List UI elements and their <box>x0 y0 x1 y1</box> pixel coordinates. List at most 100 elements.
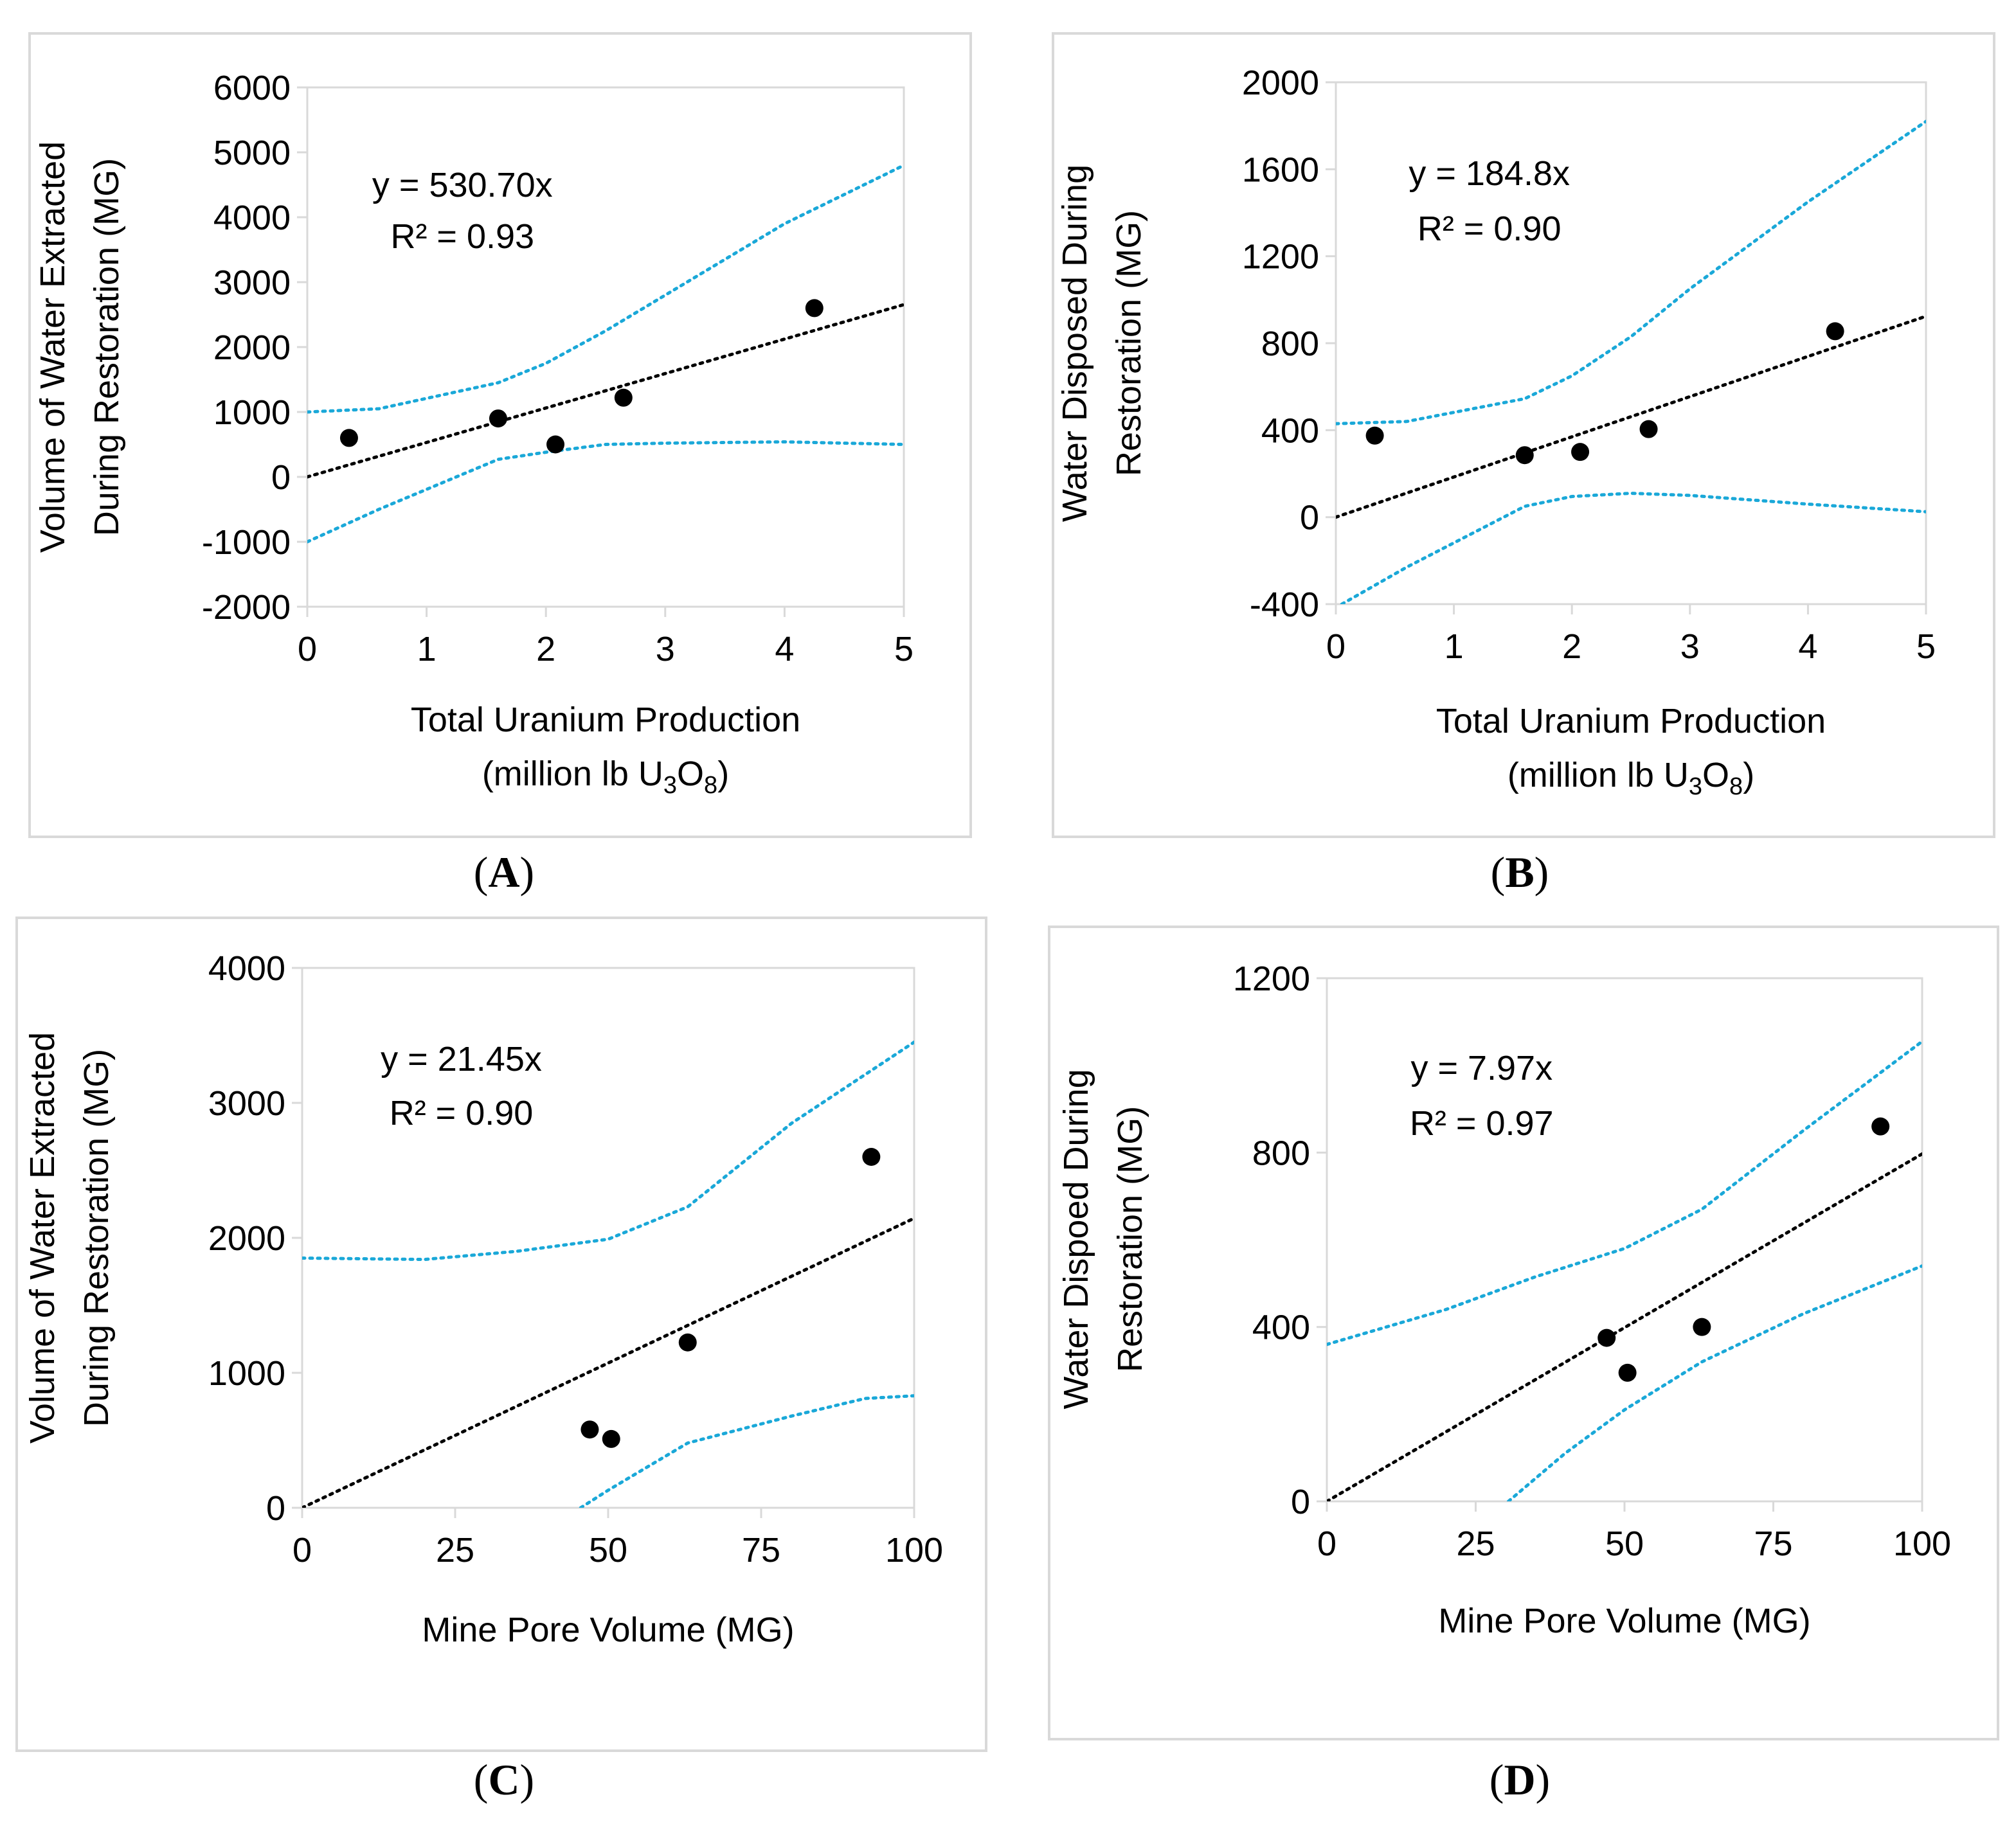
x-tick-label: 0 <box>292 1531 312 1569</box>
x-tick-label: 50 <box>1605 1525 1644 1563</box>
x-tick-label: 5 <box>894 630 914 668</box>
x-tick-label: 25 <box>436 1531 474 1569</box>
series-group <box>1327 1039 1922 1501</box>
r-squared: R² = 0.90 <box>1418 210 1562 248</box>
x-tick-label: 3 <box>1680 627 1700 666</box>
y-axis-label: Restoration (MG) <box>1110 210 1148 476</box>
x-tick-label: 0 <box>1317 1525 1336 1563</box>
chart-panel-d: 0 400 800 1200 0 25 50 75 100 y = 7.97x R² = 0.97 M… <box>1048 925 1999 1740</box>
chart-panel-a: -2000 -1000 0 1000 2000 3000 4000 5000 6000 0 1 2 3 4… <box>28 32 972 838</box>
lower-confidence-band <box>1340 491 1926 604</box>
data-point <box>1639 420 1658 438</box>
chart-frame <box>1052 32 1995 838</box>
y-tick-label: 1000 <box>213 393 291 432</box>
y-tick-label: 1000 <box>208 1354 285 1393</box>
y-tick-label: 1200 <box>1242 238 1319 276</box>
lower-confidence-band <box>1506 1264 1922 1501</box>
y-tick-label: 3000 <box>208 1084 285 1123</box>
y-tick-label: -400 <box>1250 586 1319 624</box>
r-squared: R² = 0.93 <box>390 217 534 256</box>
y-axis-label: Volume of Water Extracted <box>23 1032 62 1444</box>
x-tick-label: 75 <box>742 1531 780 1569</box>
x-axis-label: (million lb U3O8) <box>1508 756 1754 800</box>
x-tick-label: 50 <box>589 1531 627 1569</box>
panel-label: (B) <box>1491 848 1549 897</box>
x-axis-label: Total Uranium Production <box>411 701 800 739</box>
x-tick-label: 100 <box>885 1531 943 1569</box>
y-tick-label: 400 <box>1252 1309 1310 1347</box>
x-tick-label: 0 <box>298 630 317 668</box>
data-point <box>1515 446 1534 465</box>
x-tick-label: 4 <box>1798 627 1817 666</box>
y-tick-label: 1600 <box>1242 150 1319 189</box>
x-tick-label: 100 <box>1893 1525 1951 1563</box>
trend-equation: y = 21.45x <box>381 1040 542 1078</box>
y-tick-label: -1000 <box>202 523 291 562</box>
chart-frame <box>1048 925 1999 1740</box>
upper-confidence-band <box>1327 1039 1922 1346</box>
y-tick-label: 800 <box>1261 325 1319 363</box>
chart-frame <box>28 32 972 838</box>
x-axis-label: (million lb U3O8) <box>482 755 729 799</box>
data-point <box>1871 1117 1890 1136</box>
x-tick-label: 1 <box>1444 627 1464 666</box>
y-tick-label: -2000 <box>202 588 291 627</box>
x-tick-label: 25 <box>1456 1525 1495 1563</box>
y-tick-label: 400 <box>1261 411 1319 450</box>
panel-label: (D) <box>1490 1755 1550 1804</box>
panel-label: (C) <box>474 1755 534 1804</box>
data-point <box>678 1333 697 1352</box>
y-tick-label: 800 <box>1252 1134 1310 1172</box>
y-tick-label: 6000 <box>213 69 291 107</box>
data-point <box>489 409 507 428</box>
data-point <box>1826 322 1844 341</box>
x-tick-label: 75 <box>1754 1525 1792 1563</box>
trend-equation: y = 184.8x <box>1408 154 1570 193</box>
data-point <box>1693 1318 1711 1336</box>
y-axis-label: Water Dispoed During <box>1057 1069 1095 1409</box>
y-tick-label: 4000 <box>208 949 285 988</box>
x-tick-label: 2 <box>536 630 555 668</box>
data-point <box>339 429 358 447</box>
lower-confidence-band <box>579 1394 914 1508</box>
y-tick-label: 0 <box>266 1489 285 1528</box>
data-point <box>1571 443 1590 461</box>
panel-label: (A) <box>474 848 534 897</box>
series-group <box>1336 120 1926 604</box>
x-tick-label: 4 <box>775 630 794 668</box>
y-axis-label: During Restoration (MG) <box>87 158 126 536</box>
y-axis-label: Restoration (MG) <box>1111 1106 1149 1372</box>
upper-confidence-band <box>1336 120 1926 425</box>
lower-confidence-band <box>307 440 904 544</box>
y-tick-label: 3000 <box>213 264 291 302</box>
data-point <box>546 435 565 454</box>
r-squared: R² = 0.97 <box>1410 1104 1554 1143</box>
data-point <box>602 1429 620 1448</box>
y-tick-label: 2000 <box>208 1219 285 1258</box>
chart-frame <box>15 916 987 1752</box>
series-group <box>307 163 904 544</box>
x-axis-label: Mine Pore Volume (MG) <box>422 1611 794 1649</box>
r-squared: R² = 0.90 <box>390 1094 534 1132</box>
y-tick-label: 0 <box>1300 499 1319 537</box>
x-tick-label: 5 <box>1916 627 1936 666</box>
y-tick-label: 0 <box>1291 1483 1310 1521</box>
data-point <box>1618 1363 1637 1382</box>
trendline <box>1336 314 1926 519</box>
trendline <box>302 1217 914 1508</box>
x-tick-label: 1 <box>417 630 437 668</box>
trend-equation: y = 530.70x <box>372 166 553 204</box>
y-axis-label: Volume of Water Extracted <box>33 141 72 553</box>
data-point <box>1365 426 1384 445</box>
upper-confidence-band <box>307 163 904 414</box>
x-axis-label: Mine Pore Volume (MG) <box>1438 1602 1810 1640</box>
y-axis-label: During Restoration (MG) <box>77 1049 116 1427</box>
y-tick-label: 5000 <box>213 134 291 172</box>
data-point <box>805 299 824 317</box>
y-tick-label: 1200 <box>1233 960 1310 998</box>
trendline <box>1327 1152 1922 1501</box>
data-point <box>1598 1328 1616 1347</box>
x-tick-label: 2 <box>1562 627 1581 666</box>
